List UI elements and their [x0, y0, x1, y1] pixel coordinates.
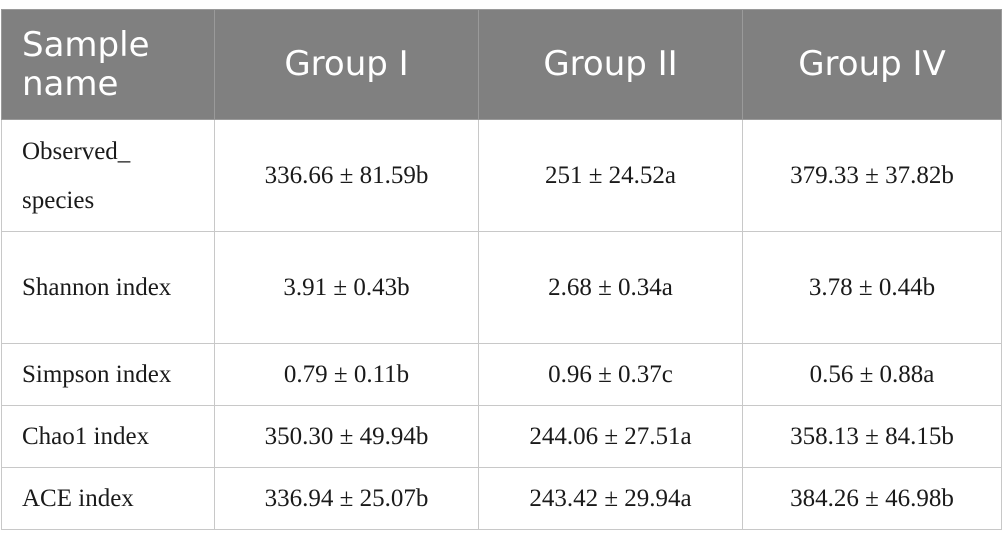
table-cell: 0.96 ± 0.37c: [478, 343, 743, 406]
table-cell: 336.94 ± 25.07b: [214, 467, 479, 530]
table-cell: 358.13 ± 84.15b: [742, 405, 1002, 468]
header-group-ii: Group II: [478, 9, 743, 120]
table-row: Simpson index 0.79 ± 0.11b 0.96 ± 0.37c …: [1, 343, 1002, 406]
table-row: Shannon index 3.91 ± 0.43b 2.68 ± 0.34a …: [1, 231, 1002, 344]
table-cell: 336.66 ± 81.59b: [214, 119, 479, 232]
table-cell: 384.26 ± 46.98b: [742, 467, 1002, 530]
table-row: Chao1 index 350.30 ± 49.94b 244.06 ± 27.…: [1, 405, 1002, 468]
header-group-i: Group I: [214, 9, 479, 120]
table-row: Observed_ species 336.66 ± 81.59b 251 ± …: [1, 119, 1002, 232]
data-table: Sample name Group I Group II Group IV Ob…: [1, 9, 1002, 530]
table-body: Observed_ species 336.66 ± 81.59b 251 ± …: [1, 119, 1002, 530]
table-cell: 244.06 ± 27.51a: [478, 405, 743, 468]
table-cell: 379.33 ± 37.82b: [742, 119, 1002, 232]
table-cell: 0.79 ± 0.11b: [214, 343, 479, 406]
row-label: Observed_ species: [1, 119, 215, 232]
table-cell: 350.30 ± 49.94b: [214, 405, 479, 468]
row-label: Shannon index: [1, 231, 215, 344]
table-cell: 3.91 ± 0.43b: [214, 231, 479, 344]
header-sample-name: Sample name: [1, 9, 215, 120]
header-group-iv: Group IV: [742, 9, 1002, 120]
row-label: Simpson index: [1, 343, 215, 406]
row-label: ACE index: [1, 467, 215, 530]
table-cell: 251 ± 24.52a: [478, 119, 743, 232]
table-cell: 2.68 ± 0.34a: [478, 231, 743, 344]
row-label: Chao1 index: [1, 405, 215, 468]
table-cell: 243.42 ± 29.94a: [478, 467, 743, 530]
table-cell: 3.78 ± 0.44b: [742, 231, 1002, 344]
table-row: ACE index 336.94 ± 25.07b 243.42 ± 29.94…: [1, 467, 1002, 530]
table-cell: 0.56 ± 0.88a: [742, 343, 1002, 406]
header-row: Sample name Group I Group II Group IV: [1, 9, 1002, 120]
table-header: Sample name Group I Group II Group IV: [1, 9, 1002, 120]
